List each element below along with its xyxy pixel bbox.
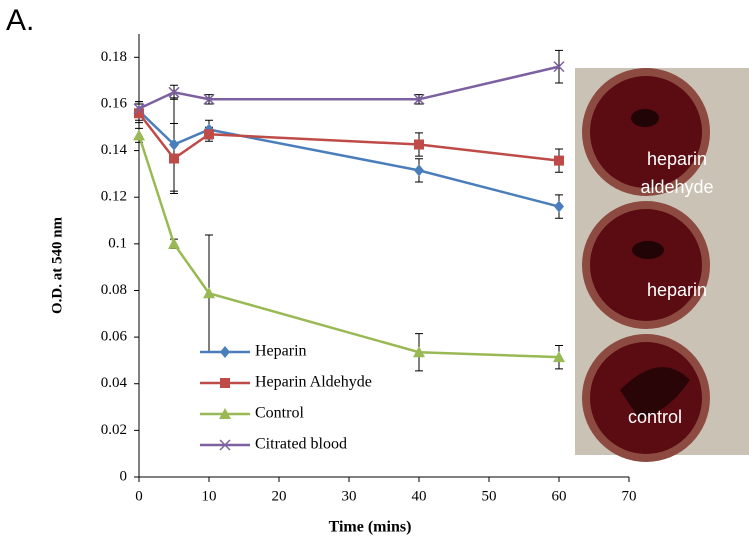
clot <box>632 241 664 259</box>
clot <box>631 109 659 127</box>
x-tick-label: 0 <box>135 488 143 504</box>
x-tick-label: 40 <box>412 488 427 504</box>
y-tick-label: 0.08 <box>101 282 127 298</box>
marker <box>169 154 179 164</box>
y-tick-label: 0.18 <box>101 49 127 65</box>
y-tick-label: 0.04 <box>101 375 128 391</box>
panel-label: A. <box>6 4 34 37</box>
marker <box>554 156 564 166</box>
legend-label: Heparin Aldehyde <box>255 374 372 391</box>
photo-label: aldehyde <box>640 177 713 197</box>
marker <box>133 129 145 140</box>
marker <box>414 164 424 176</box>
dish <box>590 76 702 188</box>
photo <box>575 68 749 462</box>
y-tick-label: 0.14 <box>101 142 128 158</box>
series-line <box>139 135 559 357</box>
x-tick-label: 70 <box>622 488 637 504</box>
x-tick-label: 50 <box>482 488 497 504</box>
photo-label: heparin <box>647 280 707 300</box>
figure: A. heparin aldehyde heparin control 0 0.02 0.… <box>0 0 749 541</box>
legend-marker <box>220 346 230 358</box>
marker <box>134 108 144 118</box>
photo-label: control <box>628 407 682 427</box>
x-axis-label: Time (mins) <box>329 519 412 536</box>
y-tick-label: 0 <box>120 468 128 484</box>
marker <box>168 238 180 249</box>
marker <box>204 129 214 139</box>
photo-label: heparin <box>647 149 707 169</box>
x-tick-label: 60 <box>552 488 567 504</box>
y-tick-label: 0.16 <box>101 95 128 111</box>
y-tick-label: 0.12 <box>101 189 127 205</box>
y-tick-label: 0.06 <box>101 329 128 345</box>
y-tick-label: 0.02 <box>101 422 127 438</box>
x-tick-label: 30 <box>342 488 357 504</box>
y-axis-label: O.D. at 540 nm <box>49 216 65 314</box>
series-line <box>139 113 559 160</box>
series-line <box>139 67 559 109</box>
marker <box>554 201 564 213</box>
y-tick-label: 0.1 <box>108 235 127 251</box>
x-tick-label: 20 <box>272 488 287 504</box>
legend-label: Control <box>255 405 304 422</box>
legend-marker <box>220 378 230 388</box>
dish <box>590 209 702 321</box>
x-tick-label: 10 <box>202 488 217 504</box>
marker <box>414 140 424 150</box>
legend-label: Citrated blood <box>255 436 347 453</box>
series-line <box>139 111 559 207</box>
legend-label: Heparin <box>255 343 307 360</box>
